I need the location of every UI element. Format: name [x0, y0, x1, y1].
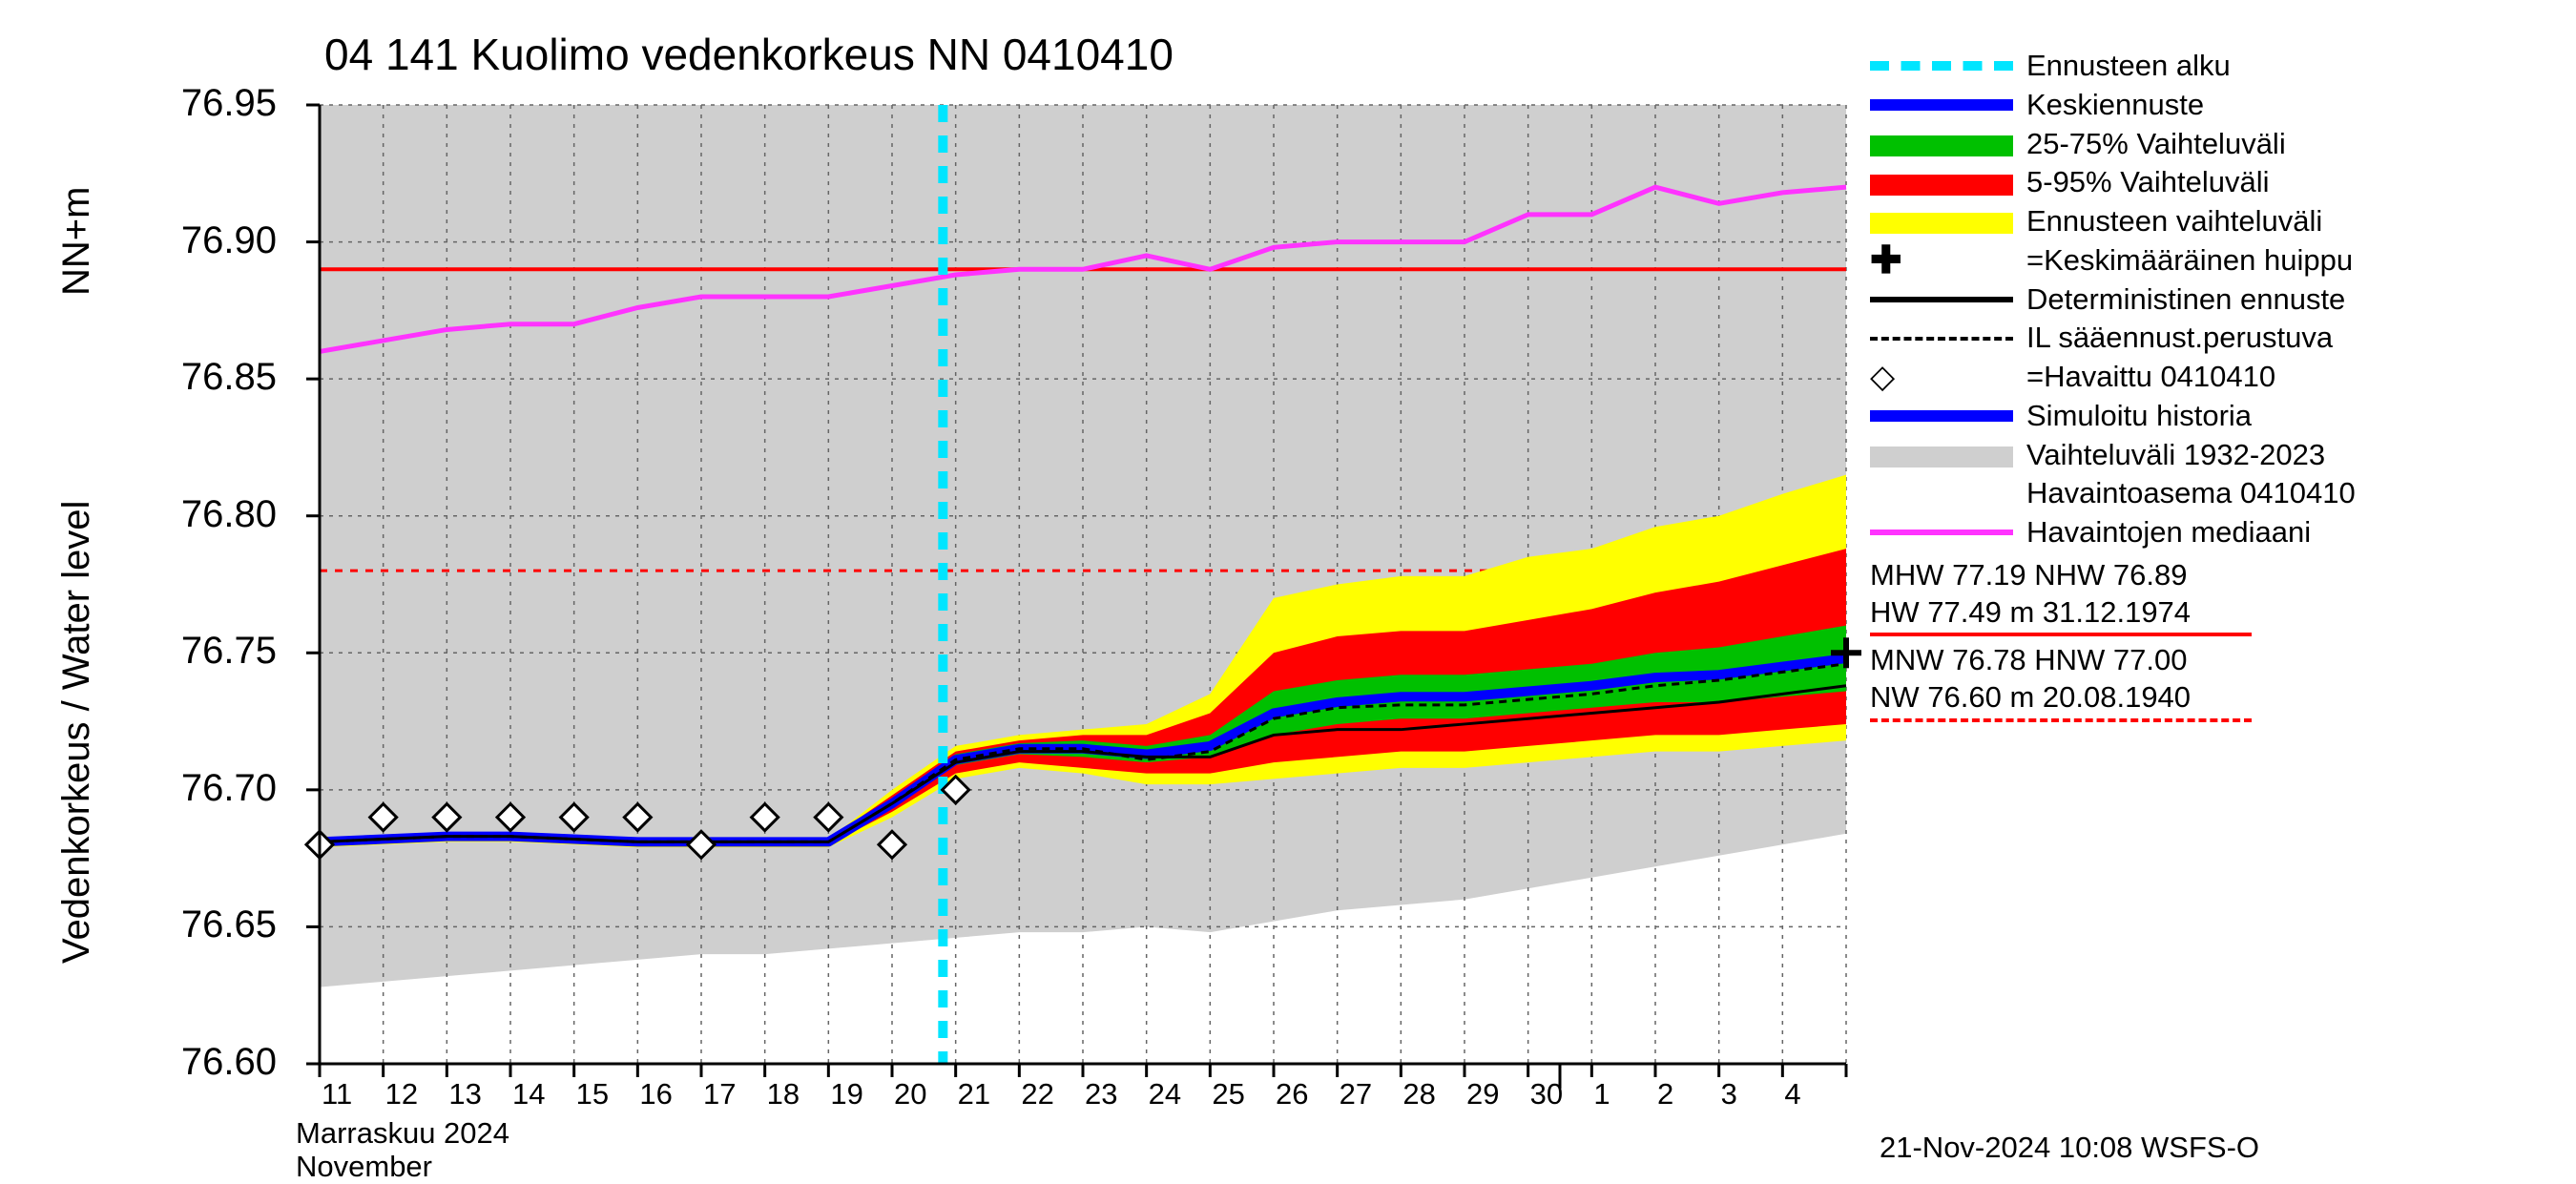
legend-label: Ennusteen alku	[2026, 48, 2557, 85]
xtick-label: 21	[958, 1077, 990, 1111]
legend-label: IL sääennust.perustuva	[2026, 320, 2557, 357]
legend-label: Havaintojen mediaani	[2026, 514, 2557, 551]
y-axis-label-lower: Vedenkorkeus / Water level	[55, 501, 98, 964]
xtick-label: 16	[639, 1077, 672, 1111]
timestamp: 21-Nov-2024 10:08 WSFS-O	[1880, 1131, 2259, 1165]
xtick-label: 11	[322, 1077, 352, 1111]
ytick-label: 76.90	[143, 219, 277, 262]
xtick-label: 12	[385, 1077, 418, 1111]
legend-item: Keskiennuste	[1870, 87, 2557, 124]
legend-label: 5-95% Vaihteluväli	[2026, 164, 2557, 201]
legend-label: =Havaittu 0410410	[2026, 359, 2557, 396]
xtick-label: 4	[1784, 1077, 1800, 1111]
xtick-label: 17	[703, 1077, 736, 1111]
ytick-label: 76.70	[143, 767, 277, 810]
legend-item: Vaihteluväli 1932-2023	[1870, 437, 2557, 474]
legend-label: Vaihteluväli 1932-2023	[2026, 437, 2557, 474]
x-axis-month-en: November	[296, 1150, 432, 1184]
xtick-label: 15	[576, 1077, 609, 1111]
legend-item: Deterministinen ennuste	[1870, 281, 2557, 319]
legend-label: =Keskimääräinen huippu	[2026, 242, 2557, 280]
ytick-label: 76.65	[143, 904, 277, 946]
legend-item: ✚=Keskimääräinen huippu	[1870, 242, 2557, 280]
legend-item: Havaintojen mediaani	[1870, 514, 2557, 551]
x-axis-month-fi: Marraskuu 2024	[296, 1116, 509, 1151]
ytick-label: 76.95	[143, 82, 277, 125]
legend-stat-mnw: MNW 76.78 HNW 77.00NW 76.60 m 20.08.1940	[1870, 642, 2557, 722]
xtick-label: 13	[448, 1077, 481, 1111]
ytick-label: 76.75	[143, 630, 277, 673]
legend: Ennusteen alkuKeskiennuste25-75% Vaihtel…	[1870, 48, 2557, 722]
legend-item: Simuloitu historia	[1870, 398, 2557, 435]
ytick-label: 76.85	[143, 356, 277, 399]
legend-item: ◇=Havaittu 0410410	[1870, 359, 2557, 396]
xtick-label: 14	[512, 1077, 545, 1111]
xtick-label: 1	[1593, 1077, 1610, 1111]
legend-item: Ennusteen alku	[1870, 48, 2557, 85]
ytick-label: 76.60	[143, 1041, 277, 1084]
xtick-label: 20	[894, 1077, 926, 1111]
legend-stat-mhw: MHW 77.19 NHW 76.89HW 77.49 m 31.12.1974	[1870, 557, 2557, 637]
xtick-label: 19	[830, 1077, 862, 1111]
xtick-label: 3	[1721, 1077, 1737, 1111]
ytick-label: 76.80	[143, 493, 277, 536]
xtick-label: 27	[1340, 1077, 1372, 1111]
chart-container: 04 141 Kuolimo vedenkorkeus NN 0410410 V…	[0, 0, 2576, 1145]
xtick-label: 2	[1657, 1077, 1673, 1111]
legend-label: Deterministinen ennuste	[2026, 281, 2557, 319]
xtick-label: 29	[1466, 1077, 1499, 1111]
legend-label: Simuloitu historia	[2026, 398, 2557, 435]
chart-title: 04 141 Kuolimo vedenkorkeus NN 0410410	[324, 29, 1174, 80]
xtick-label: 22	[1021, 1077, 1053, 1111]
xtick-label: 23	[1085, 1077, 1117, 1111]
y-axis-label-upper: NN+m	[55, 187, 98, 296]
legend-item: IL sääennust.perustuva	[1870, 320, 2557, 357]
xtick-label: 24	[1149, 1077, 1181, 1111]
legend-item: 5-95% Vaihteluväli	[1870, 164, 2557, 201]
legend-label: Ennusteen vaihteluväli	[2026, 203, 2557, 240]
legend-item-extra: Havaintoasema 0410410	[1870, 475, 2557, 512]
legend-label: Keskiennuste	[2026, 87, 2557, 124]
legend-item: 25-75% Vaihteluväli	[1870, 126, 2557, 163]
legend-label: 25-75% Vaihteluväli	[2026, 126, 2557, 163]
legend-item: Ennusteen vaihteluväli	[1870, 203, 2557, 240]
xtick-label: 26	[1276, 1077, 1308, 1111]
xtick-label: 25	[1212, 1077, 1244, 1111]
xtick-label: 28	[1402, 1077, 1435, 1111]
xtick-label: 18	[767, 1077, 800, 1111]
xtick-label: 30	[1530, 1077, 1563, 1111]
